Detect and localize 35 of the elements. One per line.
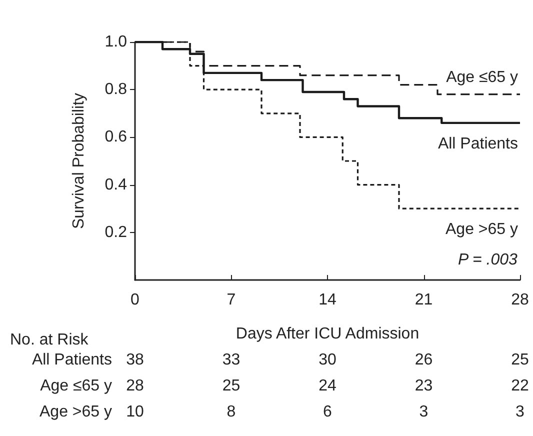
text: Age ≤65 y (40, 378, 112, 394)
text: 25 (511, 352, 529, 368)
y-tick-label: 0.8 (104, 81, 128, 98)
text: 23 (414, 378, 433, 394)
text: 10 (126, 404, 144, 420)
series-label: All Patients (438, 135, 518, 152)
y-tick-label: 1.0 (104, 34, 128, 50)
text: No. at Risk (10, 332, 90, 348)
annotation: P = .003 (458, 252, 518, 268)
x-axis-title: Days After ICU Admission (236, 326, 420, 342)
text: 24 (318, 378, 336, 394)
text: 3 (516, 404, 525, 420)
text: 38 (126, 352, 144, 368)
x-tick-label: 0 (130, 292, 140, 308)
text: Age >65 y (40, 404, 112, 420)
y-axis-title: Survival Probability (70, 92, 88, 230)
text: 26 (414, 352, 433, 368)
text: All Patients (32, 352, 112, 368)
x-tick-label: 21 (414, 292, 433, 308)
text: 3 (419, 404, 428, 420)
text: 22 (511, 378, 529, 394)
text: 25 (222, 378, 240, 394)
y-tick-label: 0.6 (104, 128, 128, 146)
series-label: Age >65 y (446, 221, 518, 238)
text: 6 (323, 404, 332, 420)
y-tick-label: 0.2 (104, 224, 128, 241)
y-tick-label: 0.4 (104, 176, 128, 194)
text: 30 (318, 352, 336, 368)
x-tick-label: 7 (226, 292, 236, 308)
text: 33 (222, 352, 240, 368)
text: 8 (226, 404, 236, 420)
x-tick-label: 14 (318, 292, 336, 308)
series-label: Age ≤65 y (446, 68, 518, 86)
x-tick-label: 28 (511, 292, 529, 308)
text: 28 (126, 378, 144, 394)
